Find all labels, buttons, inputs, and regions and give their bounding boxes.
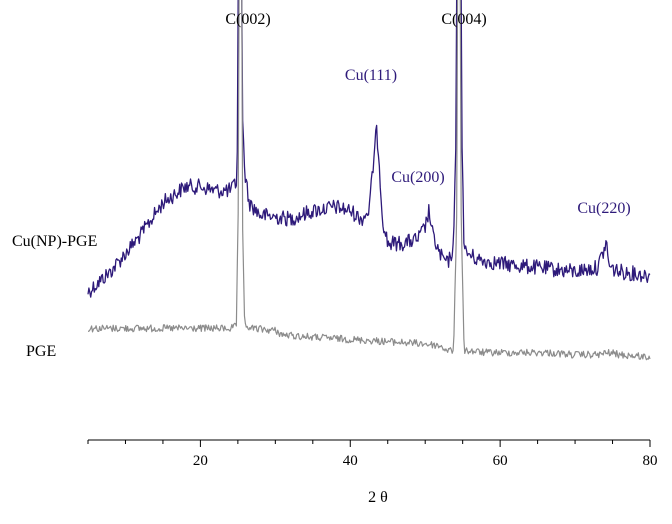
- label-layer: C(002) C(004) Cu(111) Cu(200) Cu(220) Cu(NP)-…: [12, 11, 631, 360]
- peak-label-c004: C(004): [441, 11, 486, 28]
- series-label-pge: PGE: [26, 343, 56, 360]
- x-tick-label: 80: [643, 453, 658, 469]
- peak-label-cu111: Cu(111): [345, 67, 397, 84]
- x-tick-label: 40: [343, 453, 358, 469]
- peak-label-c002: C(002): [225, 11, 270, 28]
- peak-label-cu220: Cu(220): [577, 200, 630, 217]
- x-axis-label: 2 θ: [368, 489, 388, 506]
- x-tick-layer: 20 40 60 80: [87, 440, 658, 469]
- series-line-cu-np-pge: [87, 0, 651, 298]
- series-layer: [87, 0, 651, 361]
- peak-label-cu200: Cu(200): [391, 169, 444, 186]
- x-tick-label: 20: [193, 453, 208, 469]
- series-line-pge: [87, 0, 651, 361]
- x-tick-label: 60: [493, 453, 508, 469]
- series-label-cunp-pge: Cu(NP)-PGE: [12, 233, 97, 250]
